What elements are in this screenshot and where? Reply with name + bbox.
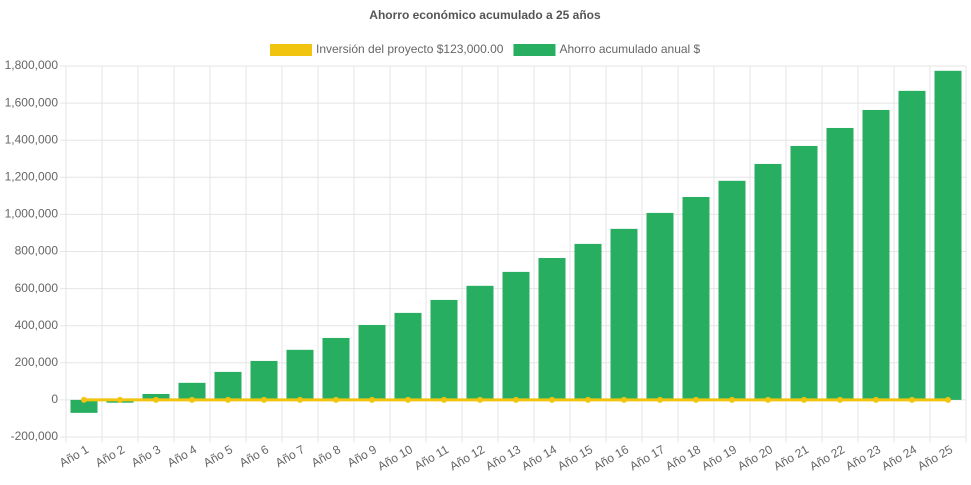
bar [790,145,818,400]
line-point [585,396,591,403]
x-tick-label: Año 18 [663,442,703,473]
x-tick-label: Año 25 [915,442,955,473]
x-tick-label: Año 20 [735,442,775,473]
y-tick-label: 0 [51,392,58,406]
bar [358,324,386,400]
line-point [873,396,879,403]
x-tick-label: Año 11 [412,442,451,473]
chart-title: Ahorro económico acumulado a 25 años [369,8,601,22]
line-point [621,396,627,403]
y-tick-label: 200,000 [15,355,59,369]
x-tick-label: Año 8 [309,442,343,470]
legend-label: Ahorro acumulado anual $ [559,42,700,56]
line-point [153,396,159,403]
bar [70,399,98,413]
y-tick-label: 800,000 [15,244,59,258]
line-point [837,396,843,403]
line-point [513,396,519,403]
x-tick-label: Año 6 [237,442,271,470]
x-tick-label: Año 7 [273,442,307,470]
y-tick-label: 1,200,000 [5,169,59,183]
bar [286,349,314,400]
bar [718,180,746,400]
line-point [765,396,771,403]
x-tick-label: Año 17 [627,442,667,473]
legend-label: Inversión del proyecto $123,000.00 [316,42,504,56]
x-tick-label: Año 3 [129,442,163,470]
x-tick-label: Año 24 [879,442,919,473]
bar [538,257,566,400]
line-point [117,396,123,403]
x-tick-label: Año 4 [165,442,199,470]
bar [754,163,782,400]
bar [898,90,926,400]
bar [322,337,350,400]
bar [682,196,710,400]
line-point [657,396,663,403]
x-tick-label: Año 16 [591,442,631,473]
line-point [369,396,375,403]
line-point [441,396,447,403]
x-tick-label: Año 19 [699,442,739,473]
bar [826,127,854,400]
x-tick-label: Año 10 [375,442,415,473]
line-point [261,396,267,403]
bar [250,360,278,400]
line-point [189,396,195,403]
line-point [801,396,807,403]
bar [430,299,458,400]
line-point [333,396,339,403]
bar [610,228,638,400]
line-point [945,396,951,403]
y-tick-label: -200,000 [11,429,59,443]
bar [178,382,206,400]
x-tick-label: Año 13 [483,442,523,473]
x-tick-label: Año 22 [807,442,847,473]
line-point [225,396,231,403]
line-point [477,396,483,403]
x-tick-label: Año 9 [345,442,379,470]
bar [394,312,422,400]
line-point [909,396,915,403]
x-tick-label: Año 5 [201,442,235,470]
line-point [729,396,735,403]
y-tick-label: 600,000 [15,281,59,295]
y-tick-label: 1,400,000 [5,132,59,146]
line-point [549,396,555,403]
x-tick-label: Año 21 [771,442,811,473]
bar [862,109,890,400]
x-tick-label: Año 15 [555,442,595,473]
y-tick-label: 1,000,000 [5,207,59,221]
legend-swatch [513,44,556,56]
line-point [81,396,87,403]
x-tick-label: Año 2 [93,442,127,470]
x-tick-label: Año 12 [447,442,487,473]
bar [214,371,242,400]
line-point [693,396,699,403]
line-point [297,396,303,403]
y-tick-label: 400,000 [15,318,59,332]
bar [502,271,530,400]
line-point [405,396,411,403]
x-tick-label: Año 23 [843,442,883,473]
x-tick-label: Año 1 [57,442,91,470]
bar [934,70,962,400]
legend-swatch [270,44,312,56]
y-tick-label: 1,800,000 [5,58,59,72]
x-tick-label: Año 14 [519,442,559,473]
bar [574,243,602,400]
y-tick-label: 1,600,000 [5,95,59,109]
bar [466,285,494,400]
bar [646,212,674,400]
